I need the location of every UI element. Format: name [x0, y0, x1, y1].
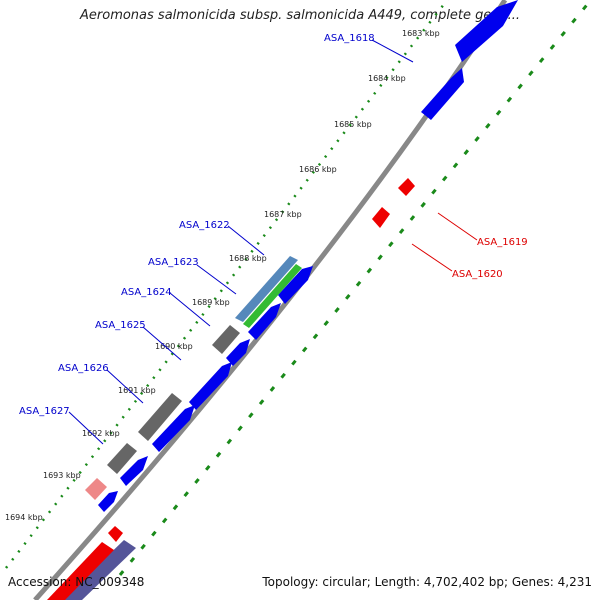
label-asa-1619: ASA_1619	[477, 237, 528, 248]
cds-asa-1619-arrow	[398, 178, 415, 196]
leader-asa-1624	[169, 292, 211, 327]
tick-1688-kbp: 1688 kbp	[229, 254, 267, 263]
feature-pink	[85, 478, 107, 500]
feature-navy	[62, 540, 136, 600]
cds-asa-1623-arrow	[248, 303, 281, 340]
leader-asa-1627	[68, 411, 104, 445]
cds-asa-1620-arrow	[372, 207, 390, 228]
label-asa-1620: ASA_1620	[452, 269, 503, 280]
reverse-strand-features	[47, 178, 415, 600]
map-title: Aeromonas salmonicida subsp. salmonicida…	[80, 8, 520, 23]
cds-bottom-red-large	[47, 542, 114, 600]
cds-asa-1627-arrow	[120, 456, 148, 486]
other-features	[62, 256, 302, 600]
cds-bottom-red-arrow	[108, 526, 123, 542]
label-asa-1625: ASA_1625	[95, 320, 146, 331]
tick-1693-kbp: 1693 kbp	[43, 471, 81, 480]
tick-1687-kbp: 1687 kbp	[264, 210, 302, 219]
feature-gray-2	[138, 393, 182, 441]
tick-1690-kbp: 1690 kbp	[155, 342, 193, 351]
label-asa-1627: ASA_1627	[19, 406, 70, 417]
tick-1691-kbp: 1691 kbp	[118, 386, 156, 395]
tick-1685-kbp: 1685 kbp	[334, 120, 372, 129]
cds-asa-1618-arrow	[455, 0, 518, 62]
tick-1689-kbp: 1689 kbp	[192, 298, 230, 307]
feature-steel-blue	[235, 256, 298, 322]
leader-asa-1625	[142, 326, 182, 361]
label-asa-1624: ASA_1624	[121, 287, 172, 298]
tick-1692-kbp: 1692 kbp	[82, 429, 120, 438]
summary-text: Topology: circular; Length: 4,702,402 bp…	[262, 575, 592, 589]
leader-asa-1619	[437, 212, 478, 241]
label-asa-1618: ASA_1618	[324, 33, 375, 44]
cds-small-blue-arrow	[98, 491, 118, 512]
feature-gray-3	[107, 443, 137, 474]
label-leader-lines	[68, 39, 478, 445]
tick-1694-kbp: 1694 kbp	[5, 513, 43, 522]
cds-asa-1618b-arrow	[421, 68, 464, 120]
tick-1686-kbp: 1686 kbp	[299, 165, 337, 174]
cds-asa-1626-arrow	[152, 405, 195, 452]
label-asa-1622: ASA_1622	[179, 220, 230, 231]
gc-ring-inner	[118, 0, 593, 576]
gene-labels: ASA_1618 ASA_1619 ASA_1620 ASA_1622 ASA_…	[19, 33, 528, 417]
accession-text: Accession: NC_009348	[8, 575, 145, 589]
leader-asa-1618	[371, 39, 414, 63]
leader-asa-1620	[411, 243, 453, 272]
cds-asa-1622-arrow	[278, 266, 313, 304]
scale-ticks: 1683 kbp 1684 kbp 1685 kbp 1686 kbp 1687…	[5, 29, 440, 522]
cds-asa-1625-arrow	[189, 362, 232, 410]
leader-asa-1626	[106, 369, 144, 404]
leader-asa-1622	[227, 225, 265, 256]
cds-asa-1624-arrow	[226, 339, 250, 366]
feature-gray-1	[212, 325, 240, 354]
tick-1683-kbp: 1683 kbp	[402, 29, 440, 38]
label-asa-1626: ASA_1626	[58, 363, 109, 374]
feature-green	[243, 264, 302, 328]
gc-ring-outer	[5, 0, 449, 569]
label-asa-1623: ASA_1623	[148, 257, 199, 268]
tick-1684-kbp: 1684 kbp	[368, 74, 406, 83]
leader-asa-1623	[196, 264, 237, 295]
forward-strand-features	[98, 0, 518, 512]
